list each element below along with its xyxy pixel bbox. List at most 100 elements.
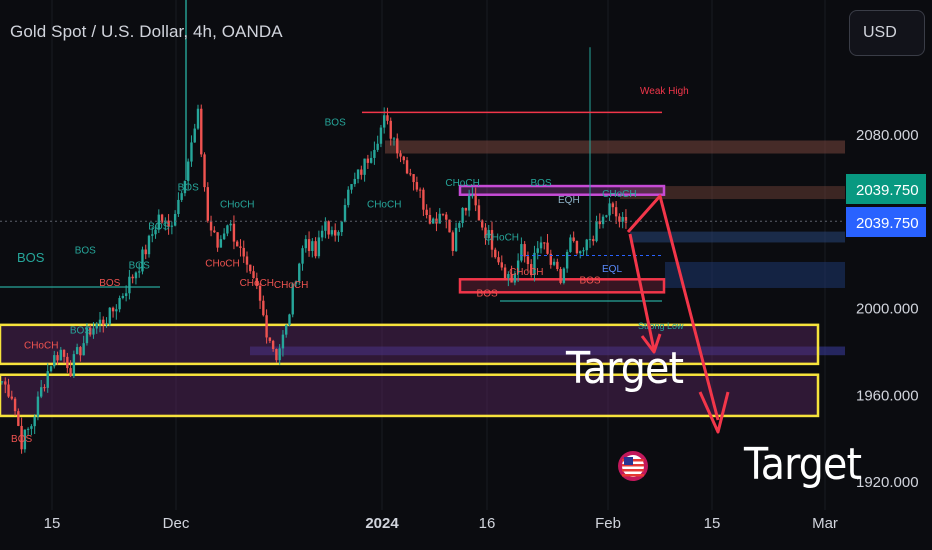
target-label-far: Target: [744, 439, 862, 490]
candle-body: [314, 241, 317, 257]
candle-body: [572, 237, 575, 242]
candle-body: [376, 143, 379, 150]
candle-body: [494, 249, 497, 258]
eqh-label: EQH: [558, 195, 580, 206]
candle-body: [575, 241, 579, 254]
candle-body: [222, 233, 226, 240]
candle-body: [72, 354, 76, 377]
candle-body: [386, 115, 389, 121]
candle-body: [82, 343, 85, 356]
demand-zone-red: [458, 278, 666, 294]
candle-body: [177, 199, 180, 214]
candle-body: [438, 213, 441, 224]
strong-low-label: Strong Low: [638, 321, 684, 331]
candle-body: [4, 381, 7, 385]
candle-body: [562, 268, 566, 283]
candle-body: [160, 214, 164, 223]
candle-body: [356, 169, 360, 179]
candle-body: [392, 138, 396, 140]
candle-body: [608, 203, 611, 216]
candle-body: [471, 195, 474, 197]
candle-body: [448, 219, 451, 233]
bos-label-left: BOS: [17, 250, 45, 265]
candle-body: [43, 387, 46, 389]
structure-label: CHoCH: [445, 178, 479, 189]
flag-stripe: [622, 464, 644, 467]
candle-body: [141, 249, 144, 272]
candle-body: [252, 271, 255, 279]
candle-body: [229, 223, 232, 226]
demand-zone-blue-1: [630, 231, 845, 243]
candle-body: [605, 215, 608, 217]
structure-label: CHoCH: [485, 232, 519, 243]
candle-body: [66, 356, 69, 369]
candle-body: [363, 158, 366, 175]
candle-body: [7, 384, 10, 397]
demand-zone-yellow-upper: [0, 323, 820, 366]
candle-body: [278, 348, 281, 361]
candle-body: [105, 324, 108, 326]
candle-body: [79, 347, 82, 356]
x-tick-label: 15: [44, 515, 61, 532]
structure-label: BOS: [11, 434, 32, 445]
candle-body: [275, 349, 278, 361]
candle-body: [337, 232, 340, 236]
candle-body: [92, 328, 95, 335]
structure-label: CHoCH: [205, 258, 239, 269]
candle-body: [402, 156, 405, 161]
x-tick-label: 15: [704, 515, 721, 532]
candle-body: [526, 256, 530, 265]
candle-body: [533, 252, 536, 276]
candle-body: [418, 189, 422, 191]
candle-body: [265, 315, 268, 338]
candle-body: [614, 207, 618, 217]
candle-body: [467, 195, 471, 211]
candle-body: [451, 232, 454, 251]
projection-arrowhead-long: [698, 391, 730, 434]
structure-label: BOS: [75, 245, 96, 256]
candle-body: [327, 221, 330, 235]
candle-body: [552, 261, 556, 265]
candle-body: [350, 184, 353, 190]
candle-body: [298, 263, 301, 282]
candle-body: [40, 387, 43, 397]
candle-body: [249, 264, 252, 272]
currency-button[interactable]: USD: [849, 10, 925, 56]
candle-body: [340, 221, 343, 233]
candle-body: [343, 205, 347, 222]
structure-label: BOS: [129, 260, 150, 271]
candle-body: [102, 319, 105, 325]
candle-body: [203, 154, 206, 188]
candle-body: [226, 225, 229, 234]
candle-body: [213, 230, 216, 233]
candle-body: [464, 207, 468, 211]
candle-body: [281, 334, 285, 349]
structure-label: BOS: [325, 117, 346, 128]
candle-body: [546, 242, 549, 254]
candle-body: [549, 253, 552, 265]
x-axis: 15 Dec 2024 16 Feb 15 Mar: [44, 515, 838, 532]
projection-arrowhead-short: [640, 333, 662, 354]
candle-body: [291, 283, 294, 315]
candle-body: [516, 260, 520, 274]
structure-label: BOS: [530, 178, 551, 189]
candle-body: [412, 174, 415, 183]
candle-body: [461, 207, 464, 224]
candle-body: [108, 307, 111, 325]
candle-body: [379, 127, 383, 144]
level-lines: Weak High Strong Low EQL EQH BOS: [0, 86, 845, 331]
candle-body: [206, 187, 209, 221]
candle-body: [33, 416, 36, 427]
candle-body: [144, 249, 147, 255]
x-tick-label: Feb: [595, 515, 621, 532]
candle-body: [183, 180, 187, 194]
candle-body: [530, 264, 533, 276]
candle-body: [422, 189, 425, 210]
flag-canton: [624, 457, 633, 465]
candle-body: [285, 325, 288, 335]
candle-body: [271, 340, 275, 350]
candle-body: [216, 232, 219, 248]
candle-body: [173, 213, 177, 226]
